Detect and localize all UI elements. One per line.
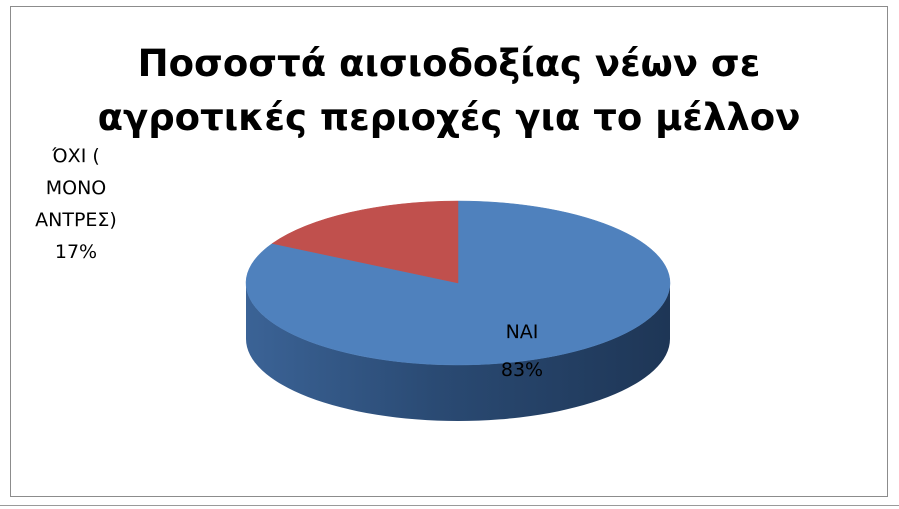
bottom-divider: [0, 505, 899, 506]
data-label-nai-value: 83%: [501, 359, 543, 381]
pie-slice-nai: [245, 200, 671, 366]
pie-slice-oxi: [271, 200, 459, 284]
pie-group: [245, 200, 671, 421]
chart-title: Ποσοστά αισιοδοξίας νέων σε αγροτικές περ…: [11, 37, 887, 145]
data-label-oxi-line-2: ΜΟΝΟ: [46, 177, 107, 199]
chart-title-line-1: Ποσοστά αισιοδοξίας νέων σε: [137, 42, 761, 85]
data-label-oxi-line-1: ΌΧΙ (: [51, 145, 100, 167]
pie-side-nai: [246, 283, 670, 421]
label-group: ΝΑΙ 83% ΌΧΙ ( ΜΟΝΟ ΑΝΤΡΕΣ) 17%: [35, 145, 543, 381]
data-label-oxi-line-3: ΑΝΤΡΕΣ): [35, 209, 117, 231]
data-label-nai-category: ΝΑΙ: [506, 321, 539, 343]
data-label-oxi-value: 17%: [55, 241, 97, 263]
chart-title-line-2: αγροτικές περιοχές για το μέλλον: [97, 96, 801, 139]
